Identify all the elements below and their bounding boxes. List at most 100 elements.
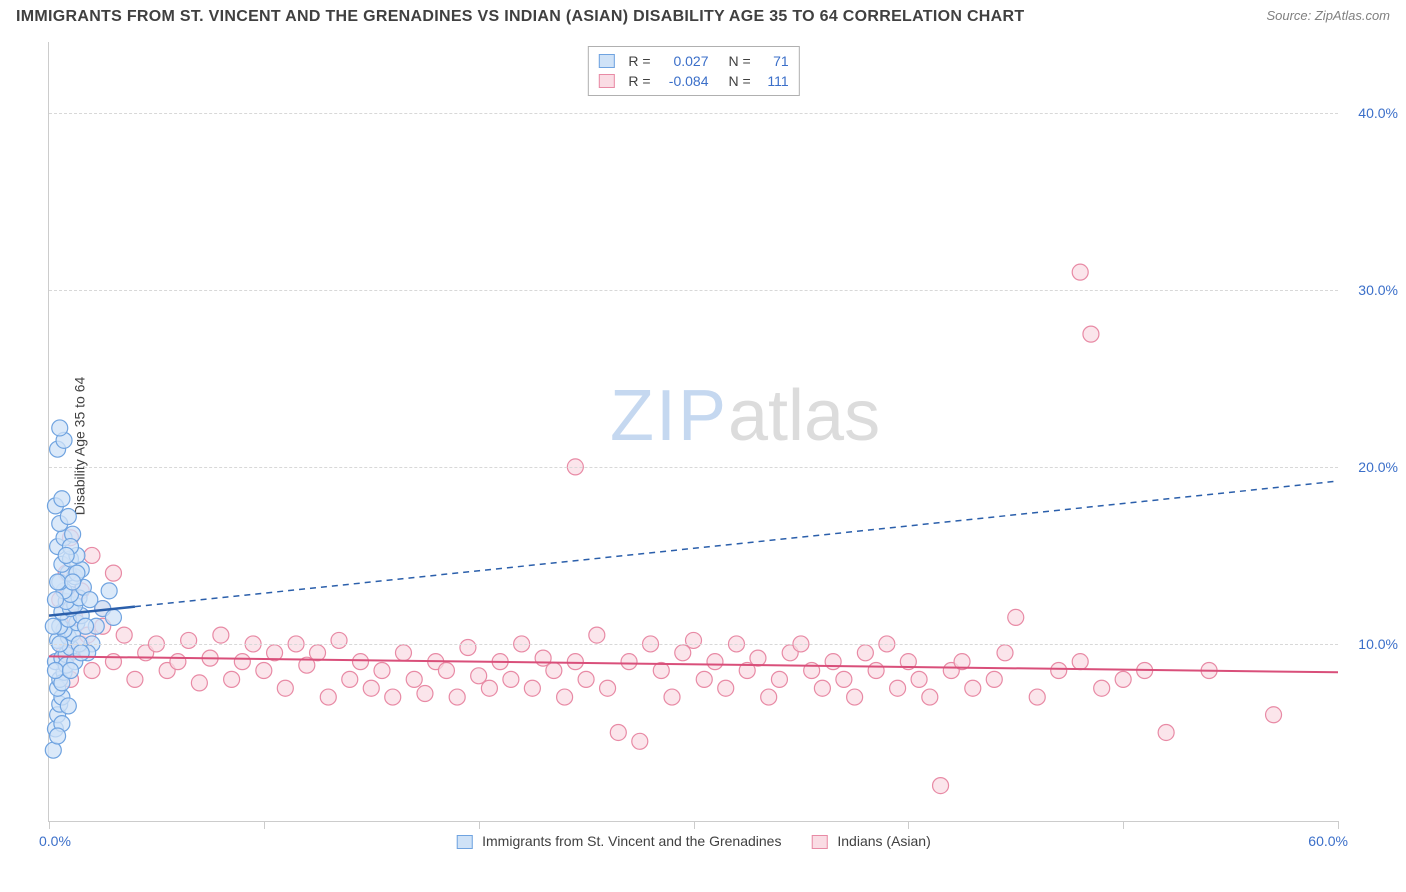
scatter-point (191, 675, 207, 691)
scatter-point (1094, 680, 1110, 696)
scatter-point (610, 724, 626, 740)
scatter-point (52, 420, 68, 436)
scatter-point (814, 680, 830, 696)
scatter-point (170, 654, 186, 670)
legend-item-label: Immigrants from St. Vincent and the Gren… (482, 833, 781, 849)
scatter-point (277, 680, 293, 696)
scatter-point (105, 565, 121, 581)
scatter-point (60, 698, 76, 714)
scatter-point (664, 689, 680, 705)
scatter-point (1083, 326, 1099, 342)
scatter-point (836, 671, 852, 687)
scatter-point (47, 592, 63, 608)
legend-item: Indians (Asian) (811, 833, 930, 849)
scatter-point (868, 663, 884, 679)
scatter-point (54, 491, 70, 507)
scatter-point (460, 639, 476, 655)
scatter-point (417, 686, 433, 702)
scatter-point (181, 632, 197, 648)
x-tick (479, 821, 480, 829)
scatter-point (105, 609, 121, 625)
scatter-point (353, 654, 369, 670)
scatter-point (84, 663, 100, 679)
scatter-point (600, 680, 616, 696)
scatter-point (213, 627, 229, 643)
legend-item-label: Indians (Asian) (837, 833, 930, 849)
plot-area: ZIPatlas R = 0.027 N = 71 R = -0.084 N =… (48, 42, 1338, 822)
scatter-point (374, 663, 390, 679)
scatter-point (578, 671, 594, 687)
scatter-point (58, 547, 74, 563)
gridline (49, 113, 1338, 114)
scatter-point (385, 689, 401, 705)
scatter-point (524, 680, 540, 696)
gridline (49, 644, 1338, 645)
scatter-point (1158, 724, 1174, 740)
legend-swatch-icon (456, 835, 472, 849)
scatter-point (847, 689, 863, 705)
scatter-point (449, 689, 465, 705)
scatter-point (933, 778, 949, 794)
scatter-point (256, 663, 272, 679)
scatter-point (50, 574, 66, 590)
scatter-point (546, 663, 562, 679)
scatter-point (363, 680, 379, 696)
scatter-point (224, 671, 240, 687)
y-tick-label: 10.0% (1358, 636, 1398, 652)
gridline (49, 290, 1338, 291)
y-tick-label: 40.0% (1358, 105, 1398, 121)
scatter-point (761, 689, 777, 705)
scatter-point (718, 680, 734, 696)
scatter-point (101, 583, 117, 599)
trend-line (135, 481, 1338, 607)
scatter-point (45, 742, 61, 758)
scatter-point (1072, 654, 1088, 670)
scatter-point (750, 650, 766, 666)
scatter-point (1008, 609, 1024, 625)
scatter-point (78, 618, 94, 634)
scatter-point (1266, 707, 1282, 723)
scatter-point (50, 728, 66, 744)
scatter-point (127, 671, 143, 687)
scatter-svg (49, 42, 1338, 821)
series-legend: Immigrants from St. Vincent and the Gren… (456, 833, 931, 849)
scatter-point (857, 645, 873, 661)
legend-swatch-icon (811, 835, 827, 849)
scatter-point (986, 671, 1002, 687)
chart-title: IMMIGRANTS FROM ST. VINCENT AND THE GREN… (16, 8, 1024, 26)
scatter-point (965, 680, 981, 696)
y-tick-label: 20.0% (1358, 459, 1398, 475)
scatter-point (481, 680, 497, 696)
scatter-point (621, 654, 637, 670)
source-label: Source: ZipAtlas.com (1266, 8, 1390, 23)
scatter-point (406, 671, 422, 687)
scatter-point (438, 663, 454, 679)
scatter-point (1072, 264, 1088, 280)
scatter-point (567, 654, 583, 670)
scatter-point (589, 627, 605, 643)
legend-item: Immigrants from St. Vincent and the Gren… (456, 833, 781, 849)
scatter-point (62, 663, 78, 679)
scatter-point (686, 632, 702, 648)
scatter-point (395, 645, 411, 661)
scatter-point (632, 733, 648, 749)
scatter-point (320, 689, 336, 705)
scatter-point (82, 592, 98, 608)
scatter-point (696, 671, 712, 687)
scatter-point (557, 689, 573, 705)
scatter-point (1029, 689, 1045, 705)
scatter-point (105, 654, 121, 670)
scatter-point (771, 671, 787, 687)
scatter-point (342, 671, 358, 687)
scatter-point (890, 680, 906, 696)
scatter-point (60, 508, 76, 524)
scatter-point (707, 654, 723, 670)
gridline (49, 467, 1338, 468)
scatter-point (503, 671, 519, 687)
scatter-point (84, 547, 100, 563)
scatter-point (45, 618, 61, 634)
scatter-point (997, 645, 1013, 661)
x-tick (49, 821, 50, 829)
scatter-point (65, 574, 81, 590)
x-tick (694, 821, 695, 829)
